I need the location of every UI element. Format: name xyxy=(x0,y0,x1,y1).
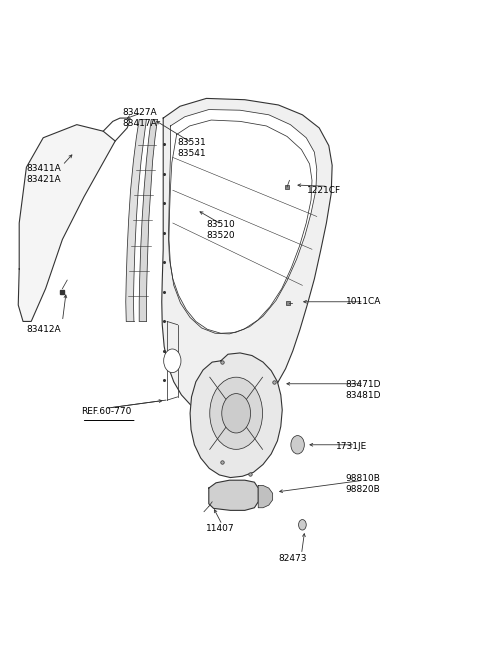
Circle shape xyxy=(299,520,306,530)
Text: 83531
83541: 83531 83541 xyxy=(178,138,206,157)
Polygon shape xyxy=(209,480,258,510)
Text: 83411A
83421A: 83411A 83421A xyxy=(26,164,61,184)
Text: 83412A: 83412A xyxy=(26,325,61,334)
Polygon shape xyxy=(18,125,115,321)
Ellipse shape xyxy=(210,377,263,449)
Polygon shape xyxy=(126,119,146,321)
Text: 83427A
83417A: 83427A 83417A xyxy=(122,108,157,128)
Polygon shape xyxy=(190,353,282,478)
Text: 82473: 82473 xyxy=(278,554,307,564)
Polygon shape xyxy=(139,119,157,321)
Text: 98810B
98820B: 98810B 98820B xyxy=(346,474,381,494)
Ellipse shape xyxy=(222,394,251,433)
Polygon shape xyxy=(168,110,317,333)
Text: 1221CF: 1221CF xyxy=(307,186,341,195)
Text: 83471D
83481D: 83471D 83481D xyxy=(346,380,381,400)
Polygon shape xyxy=(258,485,273,508)
Text: 1731JE: 1731JE xyxy=(336,441,367,451)
Polygon shape xyxy=(162,98,332,419)
Text: REF.60-770: REF.60-770 xyxy=(82,407,132,417)
Text: 11407: 11407 xyxy=(206,523,235,533)
Circle shape xyxy=(164,349,181,373)
Circle shape xyxy=(291,436,304,454)
Text: 1011CA: 1011CA xyxy=(346,297,381,306)
Text: 83510
83520: 83510 83520 xyxy=(206,220,235,239)
